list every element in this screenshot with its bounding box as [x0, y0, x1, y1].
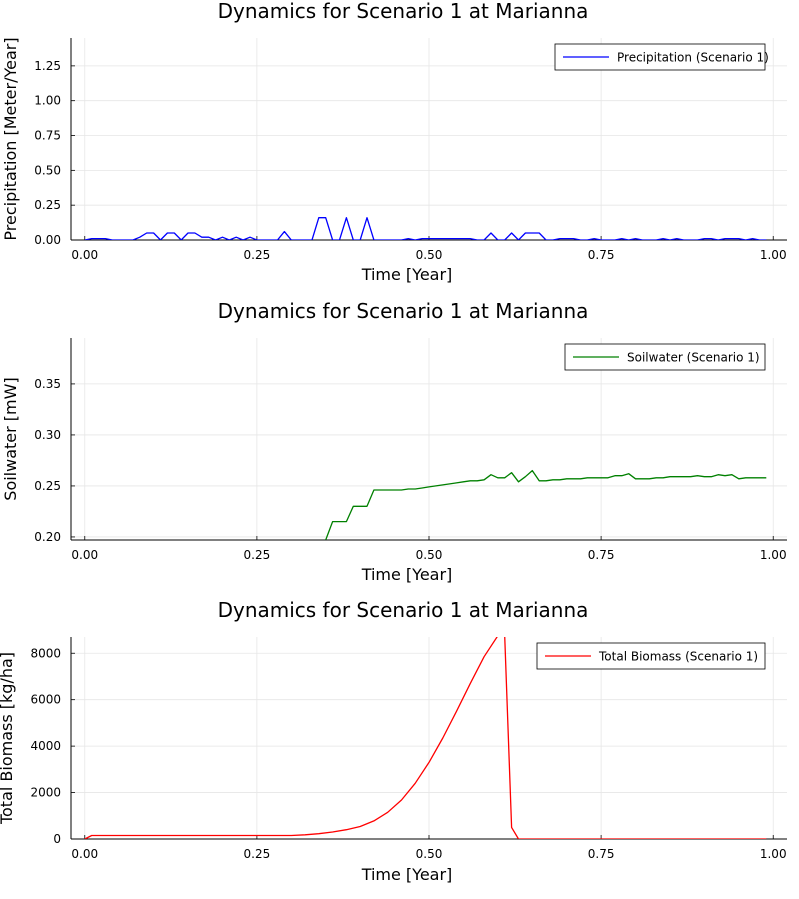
chart-title: Dynamics for Scenario 1 at Marianna — [218, 0, 589, 23]
x-axis-label: Time [Year] — [361, 565, 453, 584]
y-tick-label: 6000 — [30, 693, 61, 707]
y-tick-label: 0.35 — [34, 377, 61, 391]
x-tick-label: 0.50 — [416, 548, 443, 562]
x-axis-label: Time [Year] — [361, 865, 453, 884]
x-tick-label: 1.00 — [760, 847, 787, 861]
chart-panel: 0.00 0.25 0.50 0.75 1.00 0.20 0.25 0.30 0.35 Dyna… — [1, 299, 787, 584]
y-axis-label: Soilwater [mW] — [1, 377, 20, 500]
x-tick-label: 0.25 — [244, 548, 271, 562]
y-axis-label: Total Biomass [kg/ha] — [0, 652, 16, 825]
chart-panel: 0.00 0.25 0.50 0.75 1.00 0.00 0.25 0.50 0.75 1.00… — [1, 0, 787, 284]
chart-title: Dynamics for Scenario 1 at Marianna — [218, 598, 589, 622]
y-tick-label: 0.75 — [34, 129, 61, 143]
y-tick-label: 0 — [53, 832, 61, 846]
y-tick-label: 0.50 — [34, 163, 61, 177]
y-tick-label: 1.25 — [34, 59, 61, 73]
y-tick-label: 0.25 — [34, 198, 61, 212]
y-tick-label: 0.30 — [34, 428, 61, 442]
y-tick-label: 0.25 — [34, 479, 61, 493]
x-tick-label: 1.00 — [760, 248, 787, 262]
x-tick-label: 0.00 — [71, 248, 98, 262]
x-tick-label: 0.75 — [588, 847, 615, 861]
x-tick-label: 0.50 — [416, 248, 443, 262]
x-tick-label: 0.25 — [244, 248, 271, 262]
x-tick-label: 0.25 — [244, 847, 271, 861]
legend-label: Soilwater (Scenario 1) — [627, 351, 760, 365]
x-tick-label: 0.00 — [71, 548, 98, 562]
y-tick-label: 0.00 — [34, 233, 61, 247]
series-line — [84, 637, 767, 839]
x-tick-label: 0.75 — [588, 548, 615, 562]
y-tick-label: 8000 — [30, 646, 61, 660]
legend-label: Total Biomass (Scenario 1) — [598, 650, 758, 664]
x-tick-label: 1.00 — [760, 548, 787, 562]
y-tick-label: 1.00 — [34, 94, 61, 108]
series-line — [325, 469, 767, 540]
x-tick-label: 0.75 — [588, 248, 615, 262]
y-tick-label: 4000 — [30, 739, 61, 753]
y-tick-label: 0.20 — [34, 530, 61, 544]
legend-label: Precipitation (Scenario 1) — [617, 51, 769, 65]
x-tick-label: 0.50 — [416, 847, 443, 861]
x-axis-label: Time [Year] — [361, 265, 453, 284]
y-tick-label: 2000 — [30, 786, 61, 800]
y-axis-label: Precipitation [Meter/Year] — [1, 37, 20, 240]
chart-panel: 0.00 0.25 0.50 0.75 1.00 0 2000 4000 6000 8000 Dyn… — [0, 598, 787, 884]
series-line — [84, 217, 767, 240]
x-tick-label: 0.00 — [71, 847, 98, 861]
chart-title: Dynamics for Scenario 1 at Marianna — [218, 299, 589, 323]
